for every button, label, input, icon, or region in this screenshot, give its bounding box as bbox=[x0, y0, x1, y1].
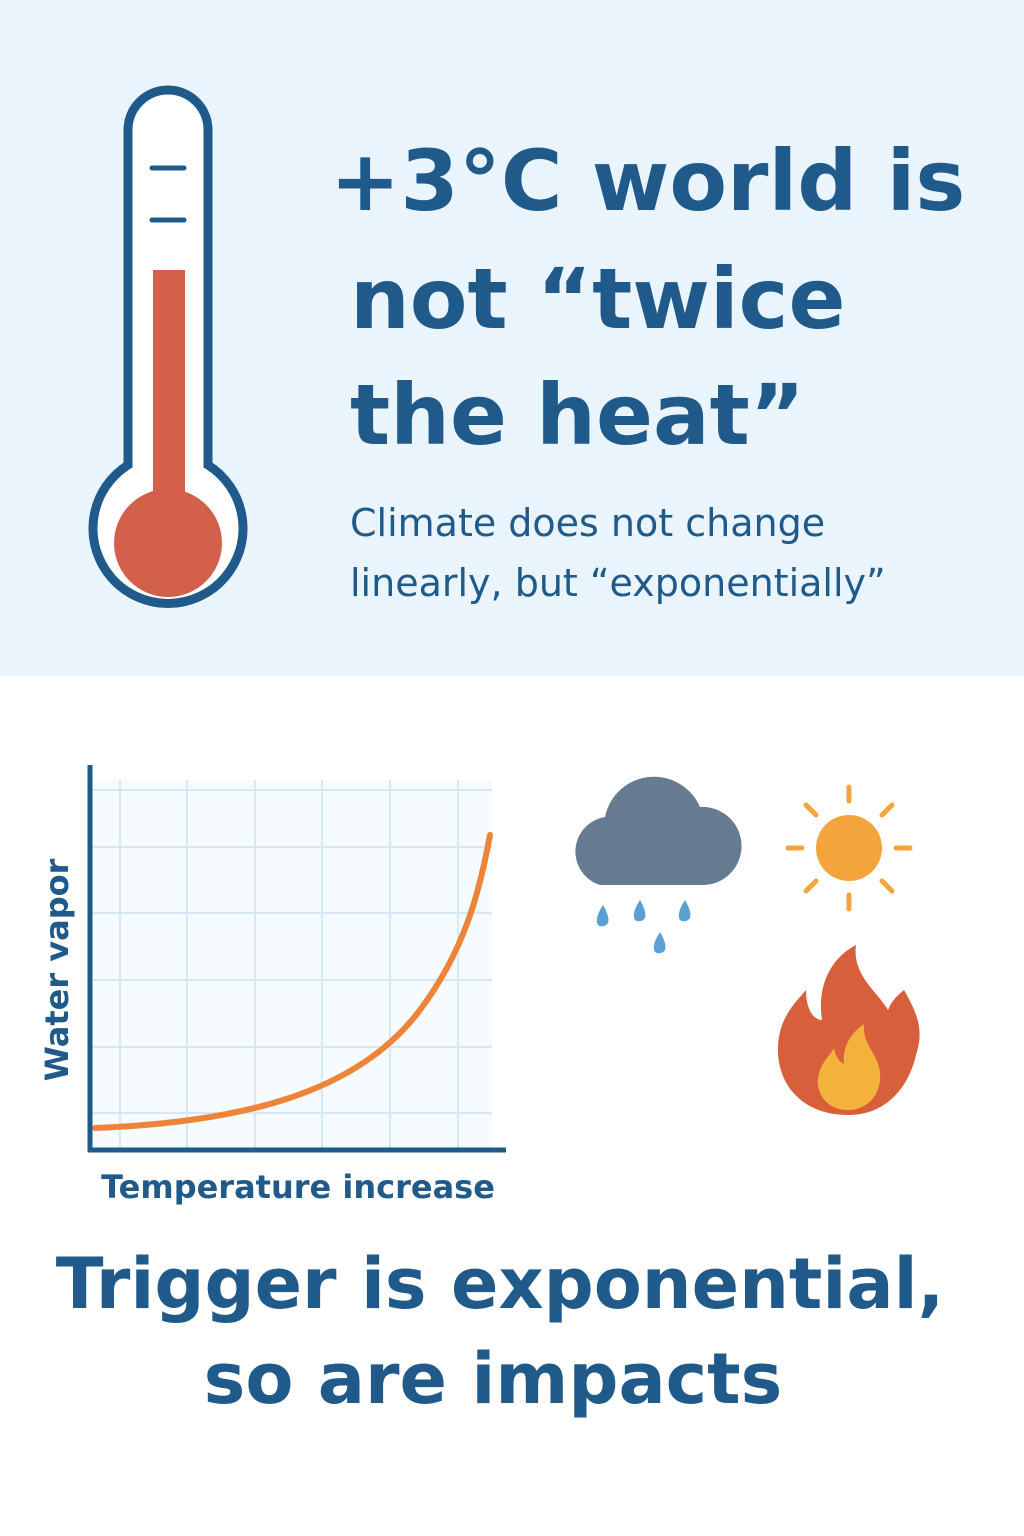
x-axis-label: Temperature increase bbox=[101, 1168, 495, 1206]
thermometer-icon bbox=[88, 85, 248, 608]
fire-icon bbox=[777, 945, 920, 1115]
title-line: the heat” bbox=[350, 366, 805, 464]
title-line: not “twice bbox=[350, 250, 845, 348]
chart-grid bbox=[92, 780, 492, 1148]
sun-icon bbox=[785, 784, 913, 912]
subtitle-line: linearly, but “exponentially” bbox=[350, 561, 886, 605]
rain-cloud-icon bbox=[575, 776, 742, 954]
title-line: +3°C world is bbox=[330, 132, 965, 230]
subtitle-line: Climate does not change bbox=[350, 501, 825, 545]
y-axis-label: Water vapor bbox=[38, 858, 76, 1081]
footer-line: so are impacts bbox=[204, 1338, 783, 1420]
exponential-curve bbox=[92, 832, 493, 1131]
footer-line: Trigger is exponential, bbox=[56, 1243, 944, 1325]
